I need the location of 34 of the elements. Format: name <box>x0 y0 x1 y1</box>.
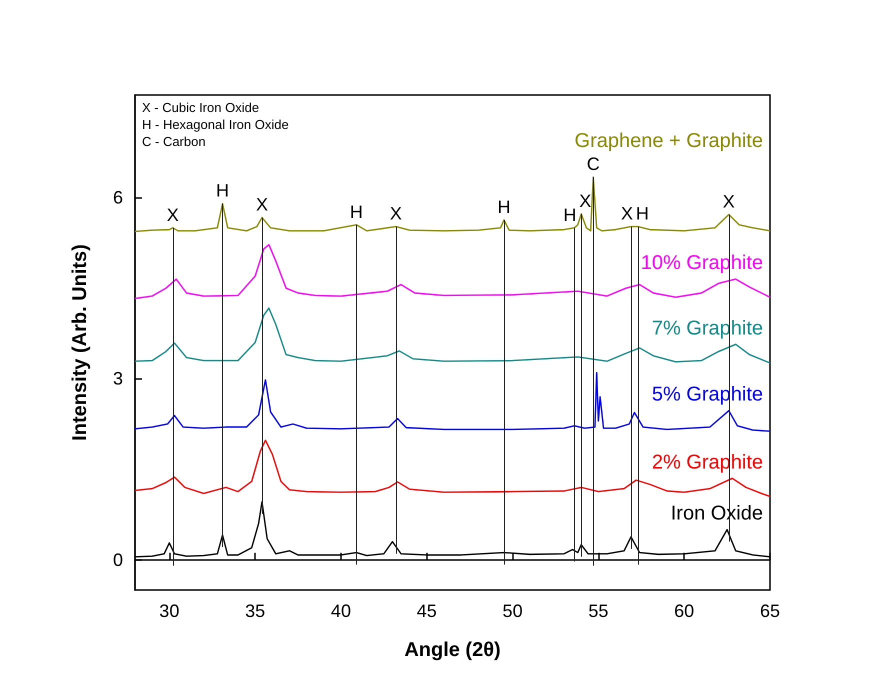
x-tick-label: 60 <box>674 601 694 621</box>
annotation: X - Cubic Iron Oxide <box>142 100 260 115</box>
ref-line-label: X <box>722 192 735 212</box>
ref-line-label: X <box>579 190 592 211</box>
ref-line-label: H <box>350 202 363 222</box>
y-tick-label: 6 <box>112 188 123 208</box>
ref-line-label: H <box>216 180 230 201</box>
series-label: Graphene + Graphite <box>574 130 763 152</box>
x-tick-label: 45 <box>416 601 437 621</box>
line-series <box>134 176 771 232</box>
y-tick-label: 0 <box>112 550 123 570</box>
ref-line-label: X <box>166 204 179 225</box>
x-tick-label: 40 <box>330 601 351 621</box>
x-tick-label: 65 <box>760 601 780 621</box>
ref-line-label: H <box>563 204 576 225</box>
y-axis-title: Intensity (Arb. Units) <box>69 244 91 441</box>
x-tick-label: 50 <box>502 601 523 621</box>
ref-line-label: X <box>256 194 268 215</box>
ref-line-label: X <box>620 204 633 224</box>
ref-line-label: C <box>586 154 600 174</box>
annotation: C - Carbon <box>142 134 206 149</box>
ref-line-label: H <box>497 196 510 217</box>
ref-line-label: X <box>390 204 402 224</box>
y-tick-label: 3 <box>112 368 123 389</box>
ref-line-label: H <box>636 204 649 224</box>
line-series <box>134 372 771 432</box>
line-series <box>134 440 771 498</box>
x-tick-label: 55 <box>588 601 608 621</box>
line-series <box>134 307 771 364</box>
x-tick-label: 30 <box>159 601 180 621</box>
annotation: H - Hexagonal Iron Oxide <box>142 117 289 132</box>
line-series <box>134 244 771 300</box>
x-axis-title: Angle (2θ) <box>404 639 501 661</box>
x-tick-label: 35 <box>245 601 266 621</box>
